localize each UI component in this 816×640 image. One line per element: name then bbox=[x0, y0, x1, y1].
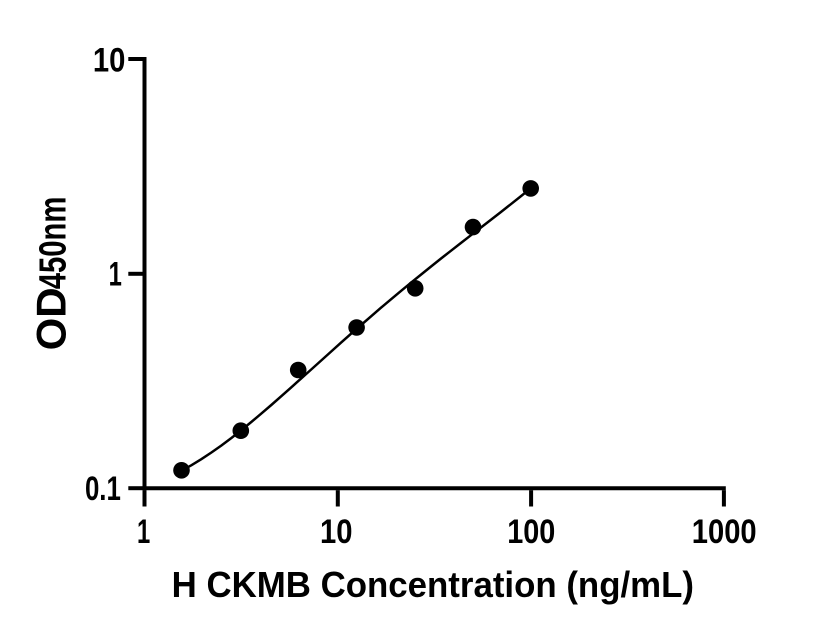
svg-text:0.1: 0.1 bbox=[85, 471, 121, 508]
svg-text:OD: OD bbox=[28, 287, 75, 350]
svg-text:10: 10 bbox=[320, 512, 353, 551]
svg-text:H CKMB Concentration (ng/mL): H CKMB Concentration (ng/mL) bbox=[172, 564, 694, 605]
svg-text:450nm: 450nm bbox=[32, 197, 75, 290]
svg-text:1: 1 bbox=[109, 255, 122, 293]
svg-text:1: 1 bbox=[137, 513, 150, 551]
svg-text:100: 100 bbox=[507, 512, 555, 551]
svg-text:10: 10 bbox=[93, 40, 126, 79]
svg-text:1000: 1000 bbox=[692, 512, 757, 551]
